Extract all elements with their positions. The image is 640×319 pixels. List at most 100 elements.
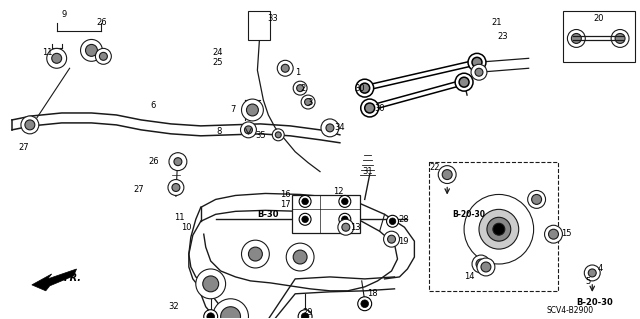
Polygon shape (32, 269, 77, 291)
Circle shape (339, 196, 351, 207)
Text: 30: 30 (355, 84, 365, 93)
Circle shape (383, 231, 399, 247)
Circle shape (246, 104, 259, 116)
Circle shape (275, 132, 281, 138)
Circle shape (302, 216, 308, 223)
Circle shape (387, 215, 399, 227)
Circle shape (476, 259, 486, 269)
Text: FR.: FR. (63, 273, 82, 283)
Circle shape (472, 57, 482, 67)
Circle shape (475, 68, 483, 76)
Circle shape (438, 166, 456, 183)
Text: 23: 23 (497, 32, 508, 41)
Circle shape (305, 99, 312, 106)
Circle shape (293, 81, 307, 95)
Circle shape (241, 240, 269, 268)
Circle shape (487, 217, 511, 241)
Text: 35: 35 (255, 131, 266, 140)
Text: 5: 5 (586, 278, 591, 286)
Text: 20: 20 (593, 14, 604, 23)
Circle shape (342, 198, 348, 205)
Circle shape (326, 124, 334, 132)
Text: SCV4-B2900: SCV4-B2900 (547, 306, 594, 315)
Text: 27: 27 (134, 185, 145, 194)
Text: 10: 10 (180, 223, 191, 232)
Text: 7: 7 (230, 106, 236, 115)
Circle shape (342, 223, 350, 231)
Bar (248, 11, 270, 41)
Circle shape (86, 44, 97, 56)
Circle shape (572, 33, 581, 43)
Text: 8: 8 (216, 127, 221, 136)
Circle shape (481, 262, 491, 272)
Circle shape (293, 250, 307, 264)
Circle shape (169, 153, 187, 171)
Text: 29: 29 (303, 308, 314, 317)
Text: 33: 33 (267, 14, 278, 23)
Circle shape (464, 195, 534, 264)
Text: 34: 34 (335, 123, 345, 132)
Text: B-30: B-30 (257, 210, 279, 219)
Circle shape (471, 64, 487, 80)
Text: 21: 21 (492, 18, 502, 27)
Circle shape (99, 52, 108, 60)
Circle shape (212, 299, 248, 319)
Text: 3: 3 (307, 98, 313, 107)
Text: 17: 17 (280, 200, 291, 209)
Circle shape (281, 64, 289, 72)
Text: 22: 22 (429, 163, 440, 172)
Circle shape (277, 60, 293, 76)
Circle shape (299, 213, 311, 225)
Text: 26: 26 (96, 18, 107, 27)
Text: 19: 19 (398, 237, 409, 246)
Text: 14: 14 (464, 272, 474, 281)
Circle shape (301, 95, 315, 109)
Circle shape (244, 126, 252, 134)
Circle shape (298, 310, 312, 319)
Circle shape (241, 99, 264, 121)
Circle shape (174, 158, 182, 166)
Text: 11: 11 (173, 213, 184, 222)
Circle shape (532, 195, 541, 204)
Circle shape (321, 119, 339, 137)
Bar (429, 162, 559, 291)
Text: 32: 32 (168, 302, 179, 311)
Circle shape (588, 269, 596, 277)
Circle shape (221, 307, 241, 319)
Text: B-20-30: B-20-30 (576, 298, 612, 307)
Text: 18: 18 (367, 289, 378, 298)
Text: 2: 2 (301, 84, 306, 93)
Text: 16: 16 (280, 190, 291, 199)
Circle shape (52, 53, 61, 63)
Circle shape (338, 219, 354, 235)
Text: 26: 26 (148, 157, 159, 166)
Bar (563, 11, 635, 62)
Text: 1: 1 (296, 68, 301, 77)
Circle shape (360, 83, 370, 93)
Text: 11: 11 (42, 48, 53, 57)
Circle shape (389, 218, 396, 225)
Circle shape (47, 48, 67, 68)
Circle shape (204, 310, 218, 319)
Circle shape (545, 225, 563, 243)
Circle shape (358, 297, 372, 311)
Text: 25: 25 (212, 58, 223, 67)
Circle shape (388, 235, 396, 243)
Circle shape (468, 53, 486, 71)
Circle shape (361, 99, 379, 117)
Text: 24: 24 (212, 48, 223, 57)
Circle shape (361, 300, 369, 308)
Circle shape (95, 48, 111, 64)
Circle shape (302, 198, 308, 205)
Circle shape (479, 209, 519, 249)
Circle shape (272, 129, 284, 141)
Text: 12: 12 (333, 187, 343, 196)
Circle shape (339, 213, 351, 225)
Circle shape (356, 79, 374, 97)
Circle shape (365, 103, 374, 113)
Text: 9: 9 (61, 10, 67, 19)
Circle shape (548, 229, 559, 239)
Circle shape (442, 170, 452, 180)
Text: 13: 13 (351, 223, 361, 232)
Circle shape (493, 223, 505, 235)
